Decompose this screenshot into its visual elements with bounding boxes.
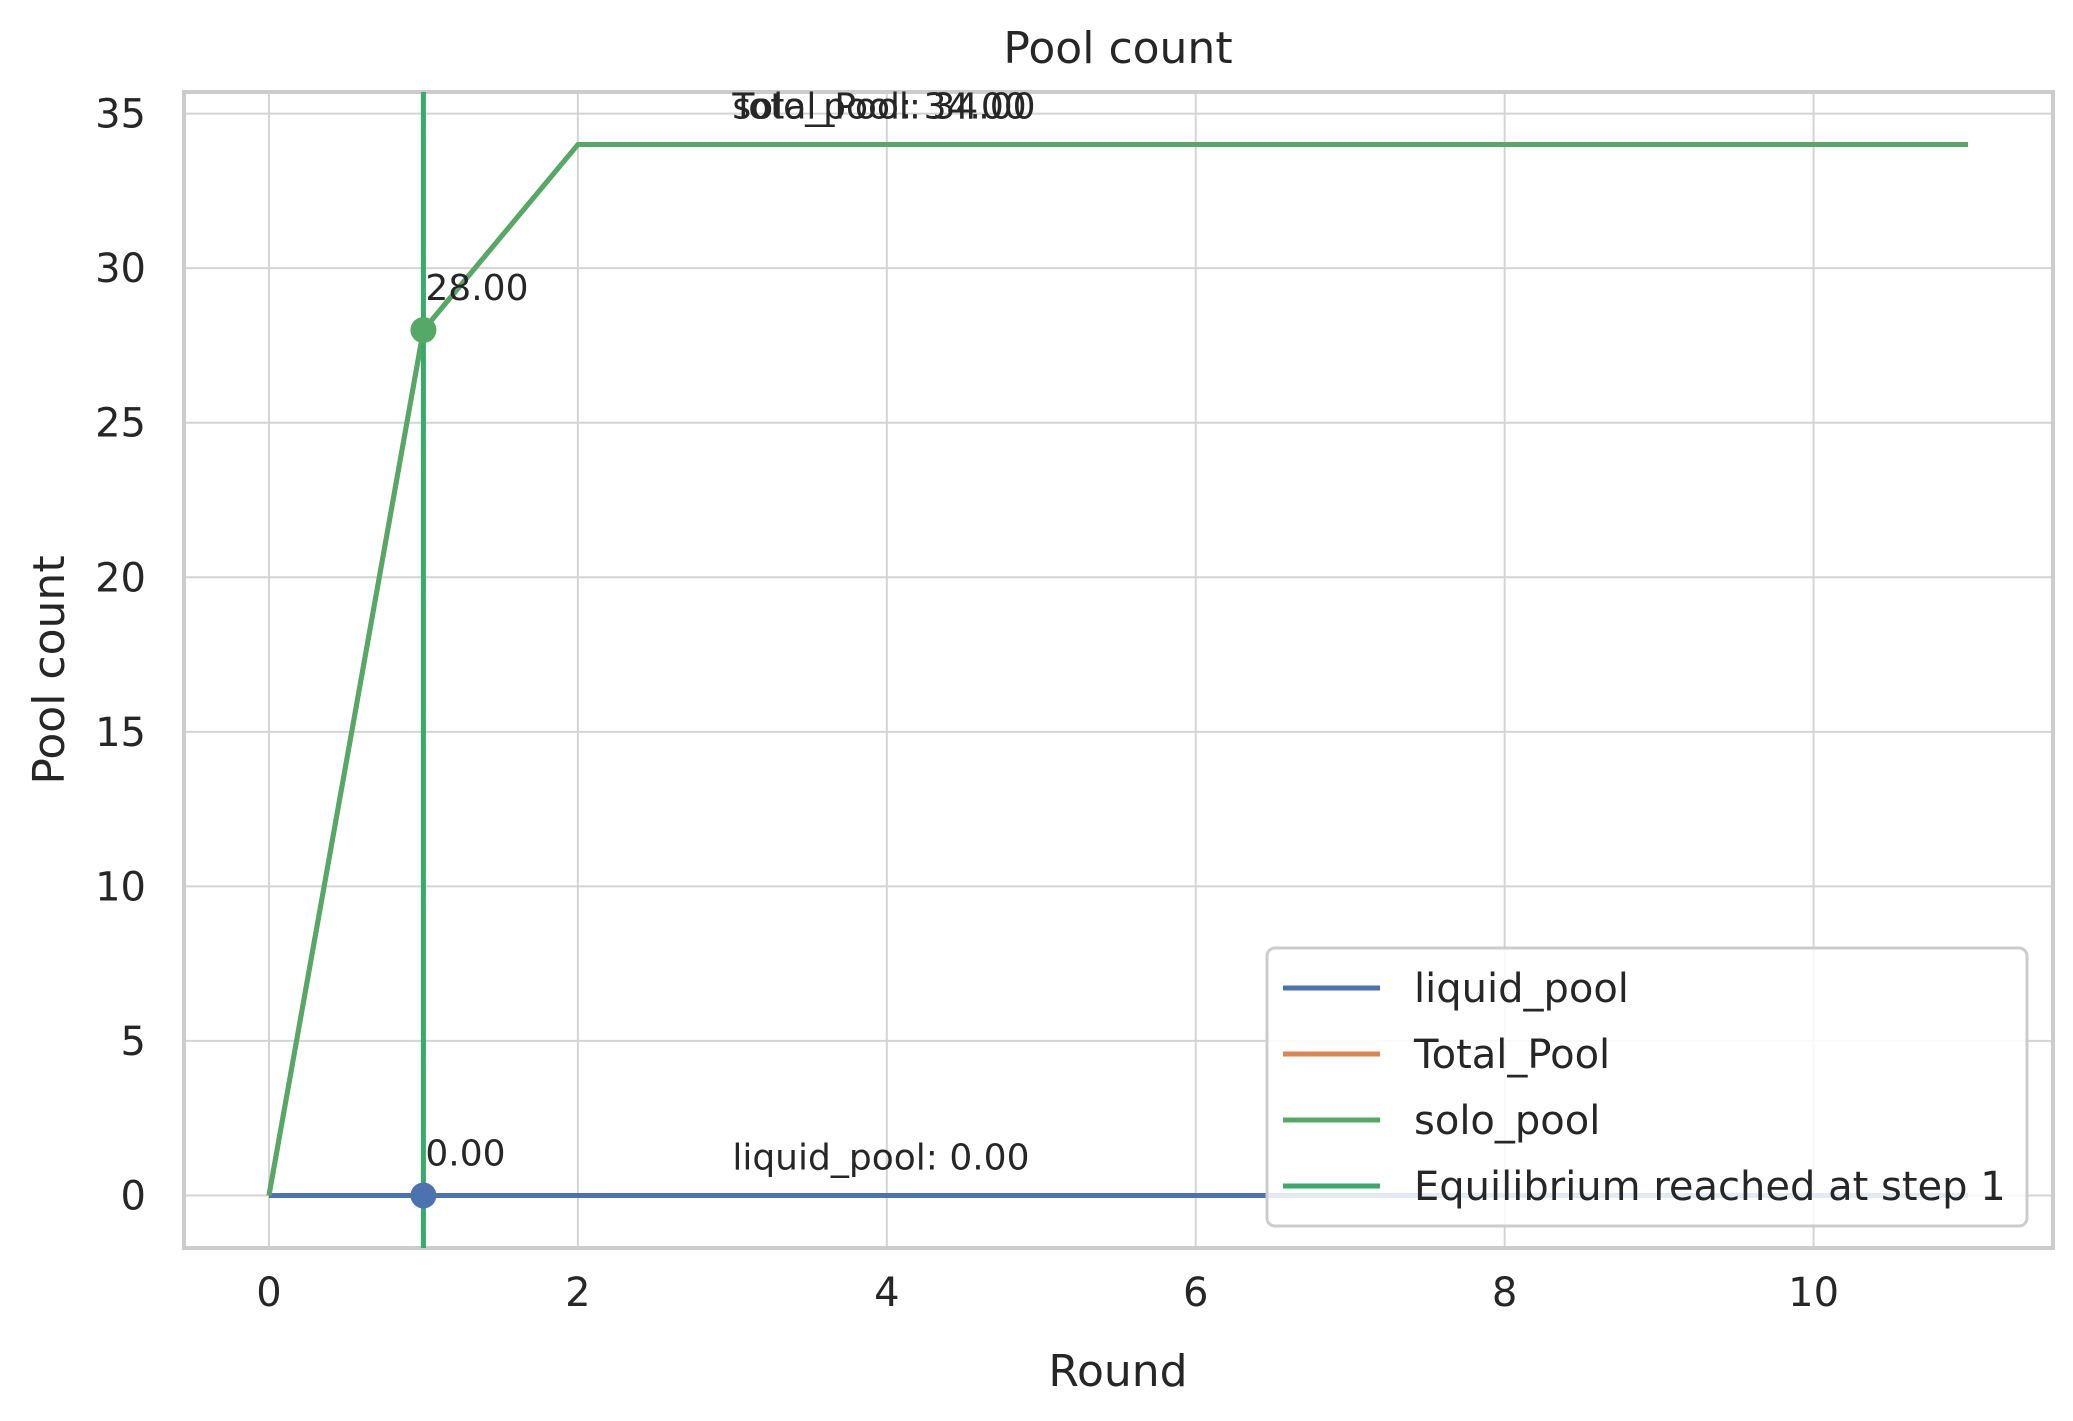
legend-label: solo_pool xyxy=(1414,1098,1600,1144)
y-tick-label: 20 xyxy=(95,555,146,601)
legend-box xyxy=(1265,946,2029,1228)
y-axis-label: Pool count xyxy=(24,555,75,784)
annotation-label: liquid_pool: 0.00 xyxy=(732,1137,1029,1178)
legend-label: liquid_pool xyxy=(1414,966,1629,1012)
legend-items: liquid_pool Total_Pool solo_pool Equilibriu… xyxy=(1283,966,2006,1210)
x-tick-label: 4 xyxy=(874,1270,899,1316)
legend: liquid_pool Total_Pool solo_pool Equilibriu… xyxy=(1265,946,2029,1228)
marker-label: 28.00 xyxy=(425,268,528,309)
x-tick-label: 2 xyxy=(565,1270,590,1316)
annotation-label: Total_Pool: 34.00 xyxy=(731,87,1035,128)
x-tick-label: 6 xyxy=(1183,1270,1208,1316)
marker-label: 0.00 xyxy=(425,1133,505,1174)
y-tick-label: 10 xyxy=(95,864,146,910)
x-tick-label: 10 xyxy=(1788,1270,1839,1316)
marker-point xyxy=(410,1182,437,1209)
legend-label: Equilibrium reached at step 1 xyxy=(1414,1164,2006,1210)
x-tick-label: 0 xyxy=(256,1270,281,1316)
x-axis-ticks: 0 2 4 6 8 10 xyxy=(256,1270,1839,1316)
chart-title: Pool count xyxy=(1003,23,1232,74)
y-tick-label: 5 xyxy=(121,1019,146,1065)
marker-layer: 28.00 0.00 xyxy=(410,268,528,1209)
x-tick-label: 8 xyxy=(1492,1270,1517,1316)
y-tick-label: 15 xyxy=(95,710,146,756)
series-line-solo-pool xyxy=(266,142,1969,1196)
marker-point xyxy=(410,317,437,343)
y-axis-ticks: 0 5 10 15 20 25 30 35 xyxy=(95,92,146,1220)
y-tick-label: 35 xyxy=(95,92,146,138)
plot-frame xyxy=(182,90,2055,1250)
y-tick-label: 0 xyxy=(121,1173,146,1219)
annotation-label: solo_pool: 34.00 xyxy=(732,87,1026,128)
grid-lines xyxy=(184,92,2053,1248)
y-tick-label: 25 xyxy=(95,401,146,447)
legend-label: Total_Pool xyxy=(1413,1032,1610,1078)
x-axis-label: Round xyxy=(1048,1346,1187,1397)
y-tick-label: 30 xyxy=(95,246,146,292)
